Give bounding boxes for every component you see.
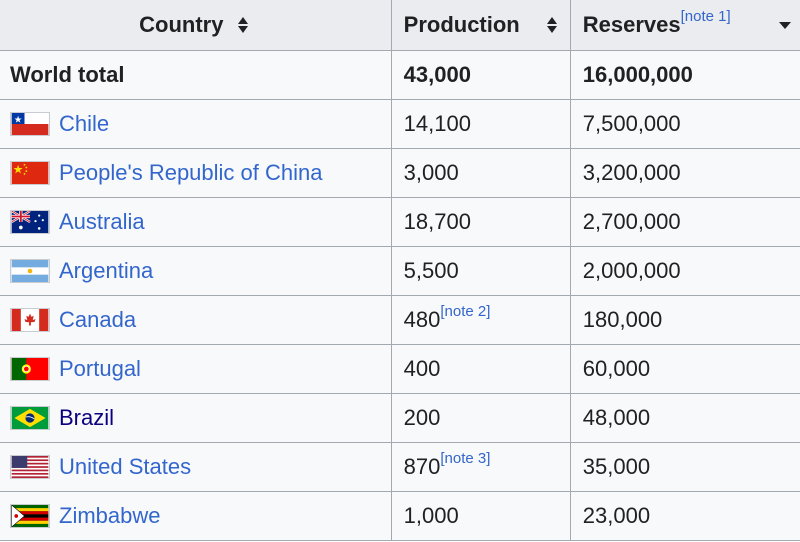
- world-total-reserves: 16,000,000: [569, 50, 800, 100]
- brazil-flag-icon[interactable]: [10, 406, 50, 430]
- zimbabwe-flag-icon[interactable]: [10, 504, 50, 528]
- note-1-reference-link[interactable]: [note 1]: [680, 8, 731, 25]
- argentina-flag-icon[interactable]: [10, 259, 50, 283]
- country-cell: Canada: [0, 295, 392, 345]
- reserves-cell: 2,700,000: [569, 197, 800, 247]
- china-flag-icon[interactable]: [10, 161, 50, 185]
- world-total-production: 43,000: [390, 50, 571, 100]
- production-value: 3,000: [403, 160, 459, 185]
- country-link[interactable]: Brazil: [59, 405, 115, 430]
- sort-icon[interactable]: [546, 16, 558, 34]
- country-link[interactable]: Chile: [59, 111, 110, 136]
- table-row: Brazil 200 48,000: [0, 393, 800, 443]
- production-cell: 870[note 3]: [390, 442, 571, 492]
- production-cell: 200: [390, 393, 571, 443]
- country-cell: Chile: [0, 99, 392, 149]
- country-link[interactable]: United States: [59, 454, 192, 479]
- world-total-row: World total 43,000 16,000,000: [0, 50, 800, 100]
- production-value: 200: [403, 405, 441, 430]
- table-row: Portugal 400 60,000: [0, 344, 800, 394]
- table-row: Australia 18,700 2,700,000: [0, 197, 800, 247]
- table-row: United States 870[note 3] 35,000: [0, 442, 800, 492]
- world-total-label: World total: [0, 50, 392, 100]
- table-row: People's Republic of China 3,000 3,200,000: [0, 148, 800, 198]
- production-value: 1,000: [403, 503, 459, 528]
- reserves-cell: 23,000: [569, 491, 800, 541]
- country-cell: People's Republic of China: [0, 148, 392, 198]
- country-link[interactable]: People's Republic of China: [59, 160, 323, 185]
- note-reference-link[interactable]: [note 2]: [440, 303, 491, 320]
- reserves-cell: 3,200,000: [569, 148, 800, 198]
- reserves-column-header[interactable]: Reserves[note 1]: [569, 0, 800, 51]
- table-row: Zimbabwe 1,000 23,000: [0, 491, 800, 541]
- usa-flag-icon[interactable]: [10, 455, 50, 479]
- country-header-label: Country: [139, 12, 224, 37]
- table-row: Canada 480[note 2] 180,000: [0, 295, 800, 345]
- country-cell: Australia: [0, 197, 392, 247]
- production-cell: 400: [390, 344, 571, 394]
- production-cell: 3,000: [390, 148, 571, 198]
- chile-flag-icon[interactable]: [10, 112, 50, 136]
- note-reference-link[interactable]: [note 3]: [440, 450, 491, 467]
- country-cell: Portugal: [0, 344, 392, 394]
- reserves-cell: 48,000: [569, 393, 800, 443]
- country-cell: Argentina: [0, 246, 392, 296]
- production-value: 14,100: [403, 111, 471, 136]
- table-row: Argentina 5,500 2,000,000: [0, 246, 800, 296]
- table-row: Chile 14,100 7,500,000: [0, 99, 800, 149]
- production-value: 18,700: [403, 209, 471, 234]
- country-link[interactable]: Argentina: [59, 258, 154, 283]
- portugal-flag-icon[interactable]: [10, 357, 50, 381]
- production-cell: 5,500: [390, 246, 571, 296]
- reserves-cell: 7,500,000: [569, 99, 800, 149]
- production-value: 5,500: [403, 258, 459, 283]
- sort-icon[interactable]: [237, 16, 249, 34]
- production-value: 870: [403, 454, 441, 479]
- country-cell: United States: [0, 442, 392, 492]
- australia-flag-icon[interactable]: [10, 210, 50, 234]
- reserves-header-label: Reserves: [582, 12, 681, 37]
- country-link[interactable]: Canada: [59, 307, 137, 332]
- production-value: 400: [403, 356, 441, 381]
- country-link[interactable]: Portugal: [59, 356, 141, 381]
- reserves-cell: 35,000: [569, 442, 800, 492]
- reserves-cell: 60,000: [569, 344, 800, 394]
- production-cell: 480[note 2]: [390, 295, 571, 345]
- production-cell: 14,100: [390, 99, 571, 149]
- country-cell: Zimbabwe: [0, 491, 392, 541]
- country-column-header[interactable]: Country: [0, 0, 392, 51]
- country-link[interactable]: Zimbabwe: [59, 503, 161, 528]
- production-cell: 18,700: [390, 197, 571, 247]
- sort-descending-icon[interactable]: [778, 20, 791, 30]
- reserves-cell: 2,000,000: [569, 246, 800, 296]
- country-cell: Brazil: [0, 393, 392, 443]
- production-column-header[interactable]: Production: [390, 0, 571, 51]
- reserves-cell: 180,000: [569, 295, 800, 345]
- production-header-label: Production: [403, 12, 520, 37]
- country-link[interactable]: Australia: [59, 209, 145, 234]
- production-value: 480: [403, 307, 441, 332]
- production-cell: 1,000: [390, 491, 571, 541]
- canada-flag-icon[interactable]: [10, 308, 50, 332]
- header-row: Country Production Reserves[note 1]: [0, 0, 800, 51]
